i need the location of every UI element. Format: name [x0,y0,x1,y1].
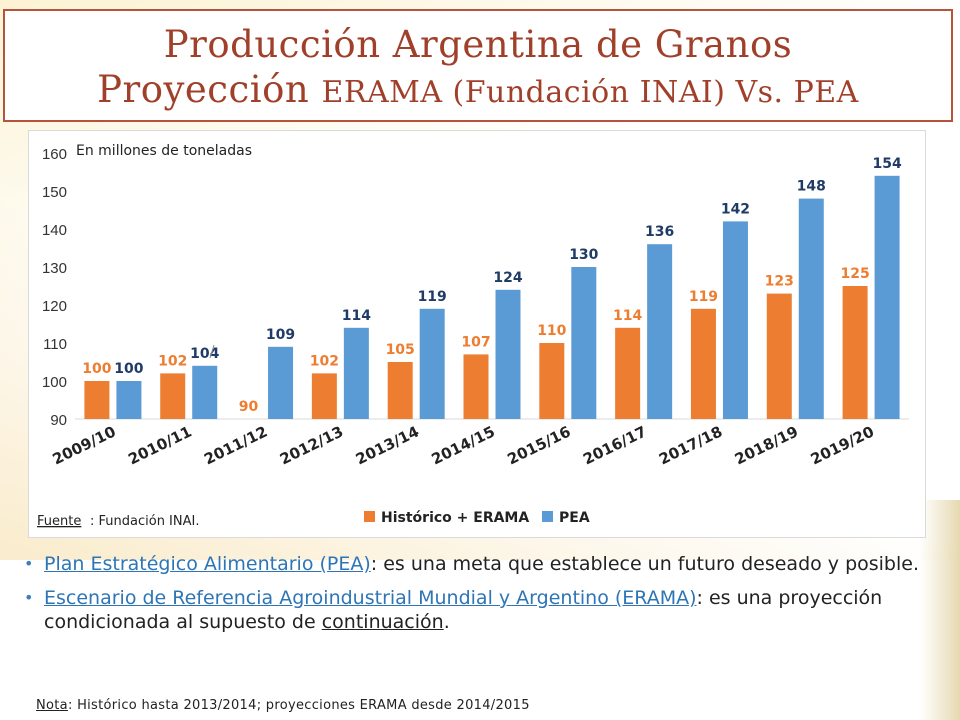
x-tick-label: 2019/20 [808,422,877,468]
x-tick-label: 2016/17 [580,422,649,468]
bar-historico-erama [311,373,337,419]
bullet-pea: • Plan Estratégico Alimentario (PEA): es… [20,552,940,576]
x-tick-label: 2010/11 [125,422,194,468]
data-label-historico-erama: 110 [537,323,566,339]
bar-historico-erama [539,343,565,419]
bar-pea [722,221,748,419]
bar-historico-erama [615,327,641,419]
bar-historico-erama [842,286,868,419]
data-label-historico-erama: 100 [82,361,111,377]
erama-link[interactable]: Escenario de Referencia Agroindustrial M… [44,587,697,609]
data-label-historico-erama: 102 [310,353,339,369]
bar-historico-erama [387,362,413,419]
data-label-pea: 154 [872,156,901,172]
legend-label: Histórico + ERAMA [381,510,529,526]
bullet-dot: • [24,588,34,607]
title-line-2-part-1: Proyección [97,68,322,111]
bar-pea [647,244,673,419]
footnote-text: : Histórico hasta 2013/2014; proyeccione… [67,698,530,713]
data-label-pea: 109 [266,327,295,343]
label-leader-line [209,344,215,359]
erama-underlined-word: continuación [321,611,444,633]
data-label-historico-erama: 105 [386,342,415,358]
bar-historico-erama [160,373,186,419]
y-tick-label: 160 [42,146,67,163]
data-label-pea: 104 [190,346,219,362]
footnote: Nota: Histórico hasta 2013/2014; proyecc… [36,698,530,713]
erama-description-end: . [443,611,450,633]
data-label-historico-erama: 90 [239,399,259,415]
bar-historico-erama [690,308,716,419]
bullet-dot: • [24,554,34,573]
y-tick-label: 150 [42,184,67,201]
bar-pea [571,267,597,419]
legend-swatch [364,511,375,522]
x-tick-label: 2015/16 [504,422,573,468]
bar-historico-erama [766,293,792,419]
data-label-historico-erama: 114 [613,308,642,324]
bar-pea [419,308,445,419]
bar-pea [192,365,218,419]
data-label-historico-erama: 102 [158,353,187,369]
source-text: : Fundación INAI. [90,514,199,529]
title-line-2: Proyección ERAMA (Fundación INAI) Vs. PE… [5,67,951,116]
y-tick-label: 120 [42,298,67,315]
data-label-historico-erama: 125 [840,266,869,282]
footnote-label: Nota [36,698,68,713]
bar-chart: 90 100 110 120 130 140 150 160 En millones de to… [37,143,909,529]
bar-historico-erama [84,381,110,419]
data-label-pea: 119 [418,289,447,305]
data-label-pea: 142 [721,201,750,217]
data-label-pea: 100 [114,361,143,377]
pea-link[interactable]: Plan Estratégico Alimentario (PEA) [44,553,371,575]
data-label-historico-erama: 123 [765,274,794,290]
data-label-pea: 148 [797,179,826,195]
background-decoration-right [920,500,960,720]
x-tick-label: 2017/18 [656,422,725,468]
bar-pea [495,289,521,419]
bar-pea [343,327,369,419]
legend-label: PEA [559,510,590,526]
title-line-1: Producción Argentina de Granos [163,23,793,66]
y-tick-label: 140 [42,222,67,239]
x-tick-label: 2011/12 [201,422,270,468]
data-label-pea: 130 [569,247,598,263]
pea-description: : es una meta que establece un futuro de… [370,553,920,575]
y-tick-label: 110 [43,336,67,353]
data-label-pea: 136 [645,224,674,240]
source-label: Fuente [37,514,81,529]
bar-historico-erama [463,354,489,419]
bar-pea [116,381,142,419]
title-box: Producción Argentina de Granos Proyecció… [3,9,953,122]
chart-container: 90 100 110 120 130 140 150 160 En millones de to… [28,130,926,538]
x-tick-label: 2009/10 [50,422,119,468]
x-tick-label: 2013/14 [353,422,422,468]
data-label-historico-erama: 107 [461,334,490,350]
data-label-historico-erama: 119 [689,289,718,305]
y-tick-label: 130 [42,260,67,277]
data-label-pea: 124 [493,270,522,286]
data-label-pea: 114 [342,308,371,324]
x-tick-label: 2014/15 [429,422,498,468]
bullet-erama: • Escenario de Referencia Agroindustrial… [20,586,940,634]
x-tick-label: 2012/13 [277,422,346,468]
x-tick-label: 2018/19 [732,422,801,468]
y-tick-label: 90 [50,412,67,429]
bar-pea [874,175,900,419]
y-tick-label: 100 [42,374,67,391]
title-line-2-part-2: ERAMA (Fundación INAI) Vs. PEA [321,75,859,110]
legend-swatch [542,511,553,522]
bar-pea [798,198,824,419]
erama-description: : es una proyección condicionada al supu… [44,587,883,633]
unit-label: En millones de toneladas [76,143,252,159]
bar-pea [268,346,294,419]
bullet-list: • Plan Estratégico Alimentario (PEA): es… [20,552,940,644]
